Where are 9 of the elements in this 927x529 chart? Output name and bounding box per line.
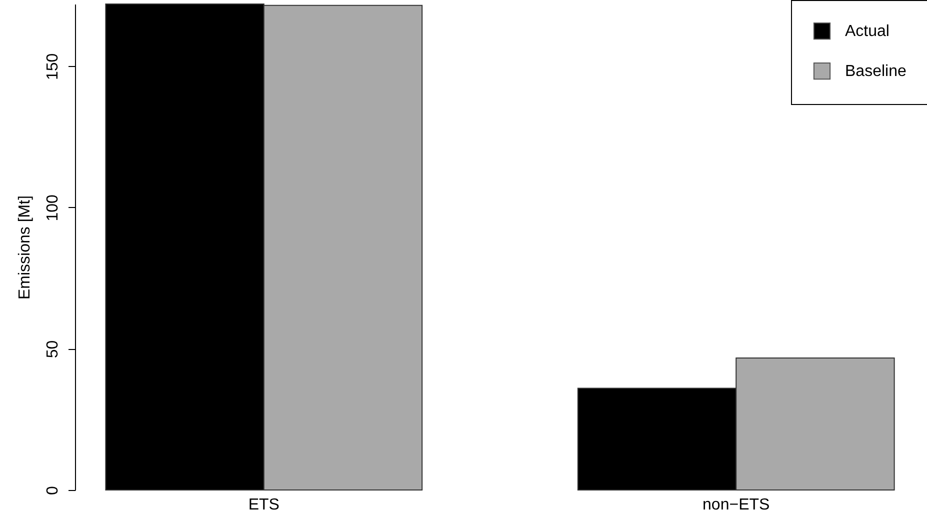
legend-label: Baseline — [845, 63, 906, 80]
y-tick-label: 50 — [44, 340, 62, 358]
x-tick-label: non−ETS — [702, 496, 770, 514]
y-tick-label: 100 — [44, 194, 62, 222]
y-axis-title: Emissions [Mt] — [16, 195, 34, 300]
legend-label: Actual — [845, 23, 890, 40]
y-tick-label: 0 — [44, 486, 62, 495]
x-tick-label: ETS — [248, 496, 280, 514]
y-tick-label: 150 — [44, 53, 62, 80]
